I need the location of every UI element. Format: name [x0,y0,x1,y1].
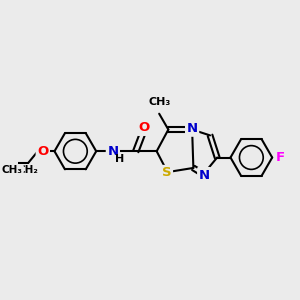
Text: N: N [107,145,118,158]
Text: F: F [276,151,285,164]
Text: CH₂: CH₂ [18,165,39,175]
Text: O: O [37,145,48,158]
Text: O: O [138,122,149,134]
Text: N: N [199,169,210,182]
Text: N: N [187,122,198,135]
Text: H: H [115,154,124,164]
Text: S: S [162,167,172,179]
Text: CH₃: CH₃ [148,97,170,106]
Text: CH₃: CH₃ [2,165,23,175]
